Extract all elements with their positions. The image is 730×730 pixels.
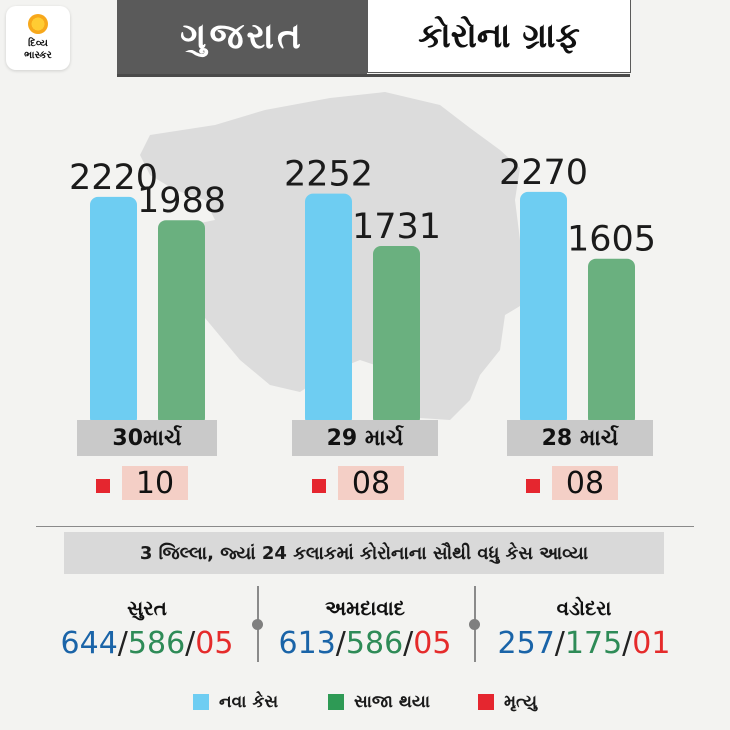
legend-label: મૃત્યુ: [504, 692, 538, 712]
district-vadodara: વડોદરા 257/175/01: [474, 596, 694, 661]
divider-dot: [469, 619, 480, 630]
new-cases-value: 644: [60, 626, 118, 661]
bar-value-label: 1988: [137, 181, 226, 221]
legend-swatch-green: [328, 694, 344, 710]
bar-value-label: 2270: [499, 153, 588, 193]
top-districts-banner: 3 જિલ્લા, જ્યાં 24 કલાકમાં કોરોનાના સૌથી…: [64, 532, 664, 574]
title-underline: [117, 74, 630, 77]
death-marker-icon: [96, 479, 110, 493]
bar-new-cases: [90, 196, 137, 426]
district-stats: 613/586/05: [278, 626, 452, 661]
district-stats: 257/175/01: [497, 626, 671, 661]
bar-recovered: [373, 246, 420, 426]
death-count: 10: [122, 466, 188, 501]
death-count: 08: [338, 466, 404, 501]
state-title: ગુજરાત: [117, 0, 367, 74]
death-marker-icon: [312, 479, 326, 493]
district-name: અમદાવાદ: [325, 596, 405, 620]
death-count: 08: [552, 466, 618, 501]
bar-value-label: 1731: [352, 207, 441, 247]
legend-new-cases: નવા કેસ: [193, 690, 278, 714]
bar-new-cases: [520, 191, 567, 426]
deaths-value: 05: [413, 626, 452, 661]
date-label: 28 માર્ચ: [507, 420, 653, 456]
divya-bhaskar-logo: દિવ્ય ભાસ્કર: [6, 6, 70, 70]
new-cases-value: 613: [278, 626, 336, 661]
legend-label: નવા કેસ: [219, 692, 279, 712]
legend-swatch-blue: [193, 694, 209, 710]
new-cases-value: 257: [497, 626, 555, 661]
bar-value-label: 2252: [284, 155, 373, 195]
bar-recovered: [158, 220, 205, 426]
district-name: વડોદરા: [556, 596, 612, 620]
legend-label: સાજા થયા: [354, 692, 430, 712]
recovered-value: 586: [345, 626, 404, 661]
district-ahmedabad: અમદાવાદ 613/586/05: [255, 596, 475, 661]
section-divider: [36, 526, 694, 527]
death-marker-icon: [526, 479, 540, 493]
district-stats: 644/586/05: [60, 626, 234, 661]
sun-icon: [28, 14, 48, 34]
recovered-value: 175: [564, 626, 623, 661]
legend-swatch-red: [478, 694, 494, 710]
logo-line-1: દિવ્ય: [28, 38, 48, 49]
chart-title: કોરોના ગ્રાફ: [367, 0, 631, 73]
bar-value-label: 2220: [69, 158, 158, 198]
recovered-value: 586: [127, 626, 186, 661]
bar-value-label: 1605: [567, 220, 656, 260]
legend-deaths: મૃત્યુ: [478, 690, 537, 714]
logo-line-2: ભાસ્કર: [24, 50, 52, 61]
bar-new-cases: [305, 193, 352, 426]
district-surat: સુરત 644/586/05: [37, 596, 257, 661]
deaths-value: 05: [195, 626, 234, 661]
legend-recovered: સાજા થયા: [328, 690, 430, 714]
district-name: સુરત: [127, 596, 167, 620]
deaths-value: 01: [632, 626, 671, 661]
date-label: 29 માર્ચ: [292, 420, 438, 456]
bar-recovered: [588, 258, 635, 426]
divider-dot: [252, 619, 263, 630]
logo-text: દિવ્ય ભાસ્કર: [6, 38, 70, 62]
date-label: 30માર્ચ: [77, 420, 217, 456]
